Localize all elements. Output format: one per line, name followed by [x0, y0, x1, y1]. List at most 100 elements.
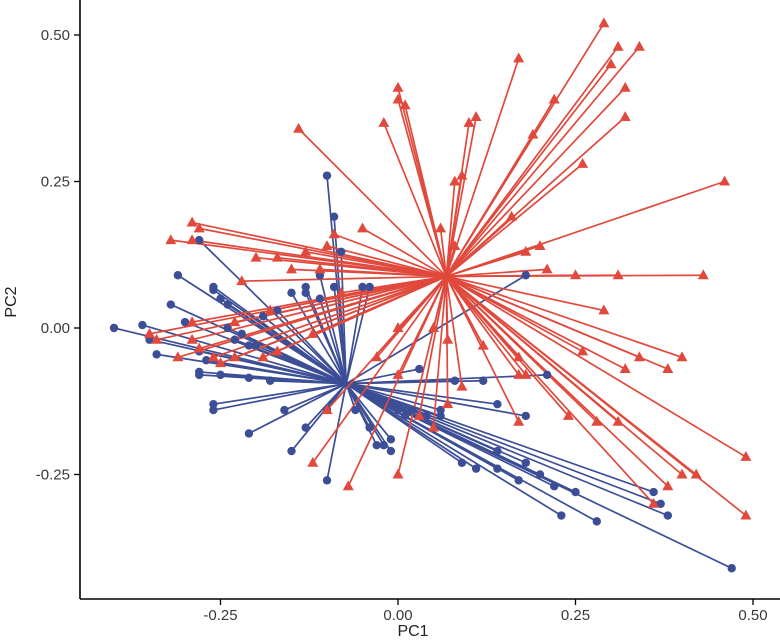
point-triangle-1-73 — [612, 415, 624, 426]
spoke-series-0-37 — [213, 382, 347, 406]
y-tick-label-0: -0.25 — [36, 467, 70, 484]
spoke-series-0-42 — [305, 383, 347, 429]
point-circle-0-1 — [138, 320, 147, 330]
point-triangle-1-19 — [435, 222, 447, 233]
point-triangle-1-45 — [335, 286, 347, 297]
point-circle-0-36 — [266, 376, 275, 385]
point-circle-0-61 — [521, 458, 530, 467]
point-circle-0-42 — [301, 423, 310, 432]
point-triangle-1-39 — [271, 251, 283, 262]
point-triangle-1-84 — [648, 497, 660, 508]
point-triangle-1-14 — [392, 93, 404, 104]
point-triangle-1-44 — [307, 327, 319, 338]
point-triangle-1-12 — [392, 81, 404, 92]
y-tick-label-3: 0.50 — [41, 27, 70, 44]
point-triangle-1-76 — [513, 415, 525, 426]
point-triangle-1-28 — [598, 304, 610, 315]
point-circle-0-74 — [727, 564, 736, 573]
point-triangle-1-41 — [314, 263, 326, 274]
point-circle-0-25 — [322, 171, 332, 180]
point-triangle-1-5 — [619, 111, 631, 122]
point-triangle-1-37 — [186, 234, 198, 245]
point-circle-0-50 — [400, 411, 410, 421]
point-triangle-1-51 — [193, 342, 205, 353]
spoke-series-1-72 — [445, 275, 640, 359]
point-circle-0-76 — [386, 435, 396, 444]
point-circle-0-24 — [329, 282, 339, 292]
point-circle-0-68 — [493, 464, 502, 473]
point-triangle-1-36 — [165, 234, 177, 245]
y-axis-title: PC2 — [3, 286, 20, 317]
point-circle-0-72 — [656, 499, 665, 508]
point-triangle-1-63 — [456, 380, 468, 391]
spoke-series-1-35 — [199, 227, 447, 278]
point-circle-0-43 — [322, 476, 332, 485]
point-triangle-1-74 — [591, 415, 603, 426]
point-triangle-1-62 — [442, 333, 454, 344]
axes-layer — [79, 0, 780, 600]
point-triangle-1-59 — [371, 351, 383, 362]
point-triangle-1-83 — [321, 404, 333, 415]
y-tick-label-1: 0.00 — [41, 320, 70, 337]
spoke-series-1-21 — [445, 216, 513, 278]
spoke-series-0-77 — [345, 382, 413, 411]
point-triangle-1-4 — [619, 81, 631, 92]
spoke-series-1-78 — [418, 276, 448, 417]
point-triangle-1-50 — [186, 333, 198, 344]
point-triangle-1-53 — [229, 351, 241, 362]
point-triangle-1-52 — [207, 351, 219, 362]
point-triangle-1-77 — [442, 398, 454, 409]
point-circle-0-20 — [301, 288, 310, 298]
spoke-series-0-36 — [270, 379, 347, 385]
point-triangle-1-30 — [357, 222, 368, 233]
point-circle-0-57 — [521, 271, 530, 280]
spoke-series-1-31 — [333, 233, 447, 278]
point-triangle-1-88 — [676, 468, 688, 479]
point-triangle-1-0 — [598, 17, 610, 28]
point-triangle-1-35 — [193, 222, 205, 233]
point-circle-0-47 — [372, 441, 381, 450]
spoke-series-1-48 — [149, 275, 447, 335]
spoke-series-1-88 — [445, 275, 683, 476]
point-triangle-1-18 — [449, 175, 461, 186]
spoke-series-1-89 — [445, 275, 669, 487]
point-triangle-1-86 — [740, 509, 752, 520]
spoke-series-0-39 — [248, 382, 347, 435]
ticks-layer: -0.25 0.00 0.25 0.50 -0.25 0.00 0.25 0.50 — [36, 27, 768, 624]
point-circle-0-46 — [365, 423, 374, 432]
point-triangle-1-16 — [293, 122, 305, 133]
point-triangle-1-31 — [328, 228, 340, 239]
point-circle-0-19 — [287, 288, 296, 298]
spoke-series-1-19 — [439, 228, 448, 277]
point-triangle-1-69 — [619, 363, 631, 374]
spoke-series-1-27 — [446, 274, 576, 278]
point-circle-0-2 — [152, 350, 161, 359]
spoke-series-0-16 — [255, 344, 347, 385]
spoke-series-0-56 — [346, 382, 498, 406]
point-circle-0-54 — [415, 364, 424, 374]
spoke-series-1-83 — [326, 275, 447, 411]
point-triangle-1-13 — [399, 99, 411, 110]
point-circle-0-27 — [337, 247, 346, 257]
point-triangle-1-22 — [520, 245, 532, 256]
point-triangle-1-34 — [186, 216, 198, 227]
point-triangle-1-40 — [286, 263, 297, 274]
markers-layer — [109, 17, 752, 573]
point-circle-0-31 — [202, 356, 211, 365]
point-triangle-1-56 — [257, 351, 269, 362]
spoke-series-1-2 — [445, 46, 641, 277]
point-circle-0-60 — [493, 446, 502, 456]
point-circle-0-49 — [386, 446, 396, 456]
point-circle-0-55 — [479, 376, 488, 385]
spoke-series-1-81 — [347, 276, 448, 487]
spoke-series-0-52 — [345, 382, 441, 411]
point-circle-0-37 — [209, 399, 218, 409]
point-triangle-1-70 — [662, 363, 674, 374]
point-circle-0-71 — [649, 487, 658, 497]
point-circle-0-10 — [216, 294, 225, 303]
spoke-series-1-84 — [445, 275, 655, 505]
spoke-series-1-69 — [445, 275, 626, 370]
x-tick-label-0: -0.25 — [203, 607, 237, 624]
point-triangle-1-25 — [697, 269, 709, 280]
point-circle-0-26 — [329, 212, 339, 221]
